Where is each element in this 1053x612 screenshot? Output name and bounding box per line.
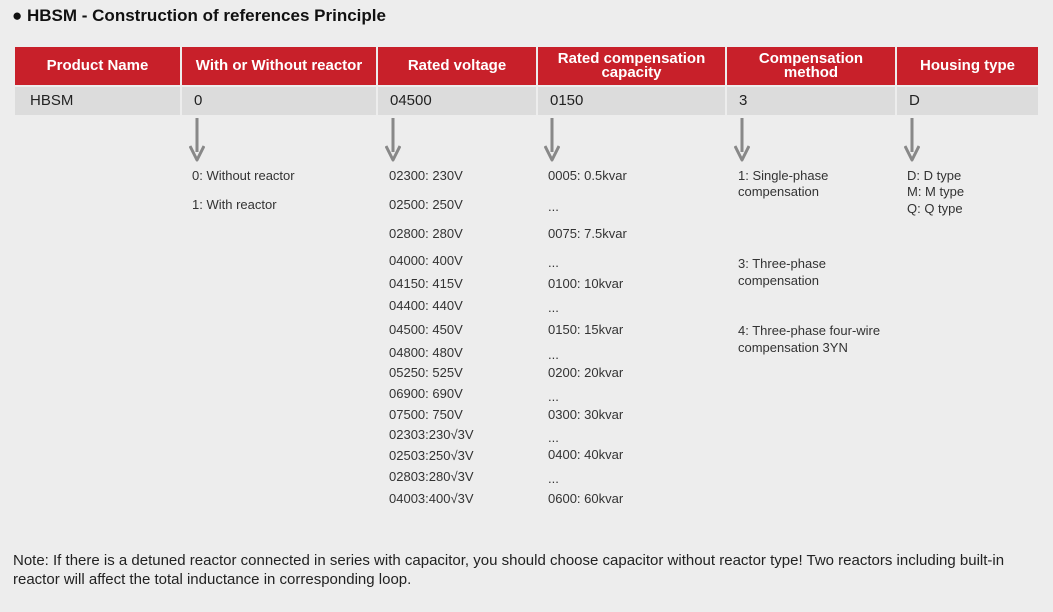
capacity-option: 0600: 60kvar (548, 491, 624, 506)
capacity-option: 0400: 40kvar (548, 447, 624, 462)
down-arrow-icon (189, 118, 205, 162)
method-option: 3: Three-phase (738, 256, 826, 271)
value-housing-type: D (897, 87, 1038, 115)
capacity-option: ... (548, 430, 559, 445)
footnote: Note: If there is a detuned reactor conn… (13, 552, 1005, 588)
voltage-option: 04800: 480V (389, 345, 463, 360)
housing-option: M: M type (907, 184, 965, 199)
voltage-option: 04150: 415V (389, 276, 463, 291)
down-arrow-icon (385, 118, 401, 162)
voltage-option: 02303:230√3V (389, 427, 474, 442)
method-option: compensation 3YN (738, 340, 848, 355)
voltage-option: 02300: 230V (389, 168, 463, 183)
voltage-option: 04003:400√3V (389, 491, 474, 506)
voltage-option: 05250: 525V (389, 365, 463, 380)
voltage-option: 06900: 690V (389, 386, 463, 401)
value-reactor: 0 (182, 87, 376, 115)
reactor-option: 0: Without reactor (192, 168, 295, 183)
method-option: 1: Single-phase (738, 168, 829, 183)
reactor-option: 1: With reactor (192, 197, 277, 212)
voltage-option: 02803:280√3V (389, 469, 474, 484)
header-compensation-method: Compensation method (727, 47, 895, 85)
voltage-option: 02800: 280V (389, 226, 463, 241)
capacity-option: ... (548, 255, 559, 270)
capacity-option: ... (548, 300, 559, 315)
voltage-option: 04400: 440V (389, 298, 463, 313)
capacity-option: ... (548, 389, 559, 404)
header-rated-voltage: Rated voltage (378, 47, 536, 85)
capacity-option: 0075: 7.5kvar (548, 226, 627, 241)
header-housing-type: Housing type (897, 47, 1038, 85)
down-arrow-icon (544, 118, 560, 162)
value-rated-capacity: 0150 (538, 87, 725, 115)
method-option: 4: Three-phase four-wire (738, 323, 881, 338)
section-title: ● HBSM - Construction of references Prin… (12, 6, 386, 25)
value-compensation-method: 3 (727, 87, 895, 115)
value-rated-voltage: 04500 (378, 87, 536, 115)
method-option: compensation (738, 184, 819, 199)
header-product-name: Product Name (15, 47, 180, 85)
down-arrow-icon (734, 118, 750, 162)
capacity-option: ... (548, 347, 559, 362)
capacity-option: 0100: 10kvar (548, 276, 624, 291)
capacity-option: 0300: 30kvar (548, 407, 624, 422)
voltage-option: 07500: 750V (389, 407, 463, 422)
header-reactor: With or Without reactor (182, 47, 376, 85)
voltage-option: 02503:250√3V (389, 448, 474, 463)
voltage-option: 04000: 400V (389, 253, 463, 268)
voltage-option: 02500: 250V (389, 197, 463, 212)
capacity-option: ... (548, 199, 559, 214)
capacity-option: ... (548, 471, 559, 486)
housing-option: D: D type (907, 168, 962, 183)
value-product-name: HBSM (15, 87, 180, 115)
capacity-option: 0200: 20kvar (548, 365, 624, 380)
housing-option: Q: Q type (907, 201, 963, 216)
voltage-option: 04500: 450V (389, 322, 463, 337)
header-rated-capacity: Rated compensation capacity (538, 47, 725, 85)
down-arrow-icon (904, 118, 920, 162)
capacity-option: 0005: 0.5kvar (548, 168, 627, 183)
method-option: compensation (738, 273, 819, 288)
capacity-option: 0150: 15kvar (548, 322, 624, 337)
